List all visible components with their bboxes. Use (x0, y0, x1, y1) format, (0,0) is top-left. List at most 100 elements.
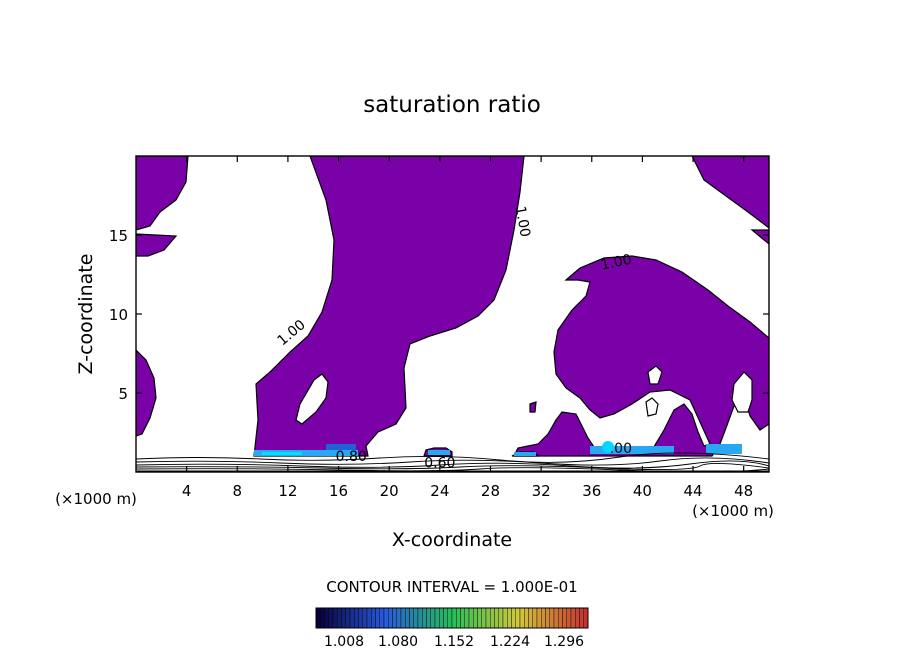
colorbar-cell (579, 607, 584, 629)
colorbar-cell (536, 607, 542, 629)
x-tick-label: 16 (329, 482, 348, 500)
x-tick-label: 28 (481, 482, 500, 500)
region-left-lower (136, 349, 157, 437)
colorbar-cell (524, 607, 529, 629)
colorbar-cell (388, 607, 393, 629)
y-tick-label: 10 (109, 306, 128, 324)
colorbar-tick-label: 1.296 (544, 634, 584, 650)
colorbar-tick-label: 1.152 (434, 634, 474, 650)
contour-label: 0.80 (336, 449, 367, 465)
x-tick-label: 32 (532, 482, 551, 500)
colorbar-cell (383, 607, 389, 629)
colorbar-cell (426, 607, 431, 629)
colorbar-frame (315, 607, 589, 629)
colorbar-cell (541, 607, 546, 629)
colorbar-cell (434, 607, 440, 629)
x-axis-title: X-coordinate (392, 529, 512, 551)
colorbar-cell (494, 607, 499, 629)
colorbar-cell (553, 607, 559, 629)
colorbar-cell (324, 607, 329, 629)
y-axis-title: Z-coordinate (75, 254, 97, 375)
region-central-column (253, 156, 525, 457)
colorbar-cell (447, 607, 453, 629)
patch-left-core (262, 452, 302, 455)
colorbar-cell (460, 607, 465, 629)
colorbar-cell (345, 607, 351, 629)
y-tick-label: 15 (109, 227, 128, 245)
colorbar-cell (562, 607, 567, 629)
y-axis: 5 10 15 (109, 227, 769, 403)
patch-far-right (706, 444, 742, 454)
hole-left-1 (295, 373, 329, 425)
x-tick-label: 12 (278, 482, 297, 500)
colorbar-cell (328, 607, 334, 629)
x-tick-label: 24 (430, 482, 449, 500)
colorbar-cell (439, 607, 444, 629)
x-tick-label: 4 (182, 482, 192, 500)
colorbar-cell (545, 607, 550, 629)
colorbar-cell (456, 607, 461, 629)
patch-right (590, 446, 674, 454)
colorbar-cell (498, 607, 504, 629)
colorbar-cell (379, 607, 385, 629)
region-blob-532 (529, 401, 537, 413)
colorbar-tick-label: 1.224 (490, 634, 530, 650)
patch-left-upper (326, 444, 356, 450)
colorbar-cell (362, 607, 368, 629)
colorbar-cell (354, 607, 359, 629)
colorbar-cell (490, 607, 495, 629)
colorbar-cell (473, 607, 478, 629)
colorbar-cell (532, 607, 538, 629)
x-tick-label: 44 (683, 482, 702, 500)
colorbar-cell (570, 607, 576, 629)
colorbar-cell (502, 607, 508, 629)
colorbar-cell (417, 607, 423, 629)
colorbar-cell (413, 607, 419, 629)
colorbar-cell (558, 607, 563, 629)
contour-label: 0.60 (424, 455, 455, 471)
colorbar-cell (371, 607, 376, 629)
x-tick-label: 48 (734, 482, 753, 500)
colorbar-cell (468, 607, 474, 629)
colorbar-tick-label: 1.008 (324, 634, 364, 650)
colorbar-cell (575, 607, 580, 629)
colorbar-cell (477, 607, 482, 629)
colorbar-cell (566, 607, 572, 629)
colorbar-cell (341, 607, 346, 629)
colorbar-cell (430, 607, 436, 629)
patch-31 (514, 452, 536, 456)
colorbar-cell (315, 607, 321, 629)
hole-right-2 (645, 397, 659, 417)
colorbar-cell (337, 607, 342, 629)
x-tick-label: 8 (233, 482, 243, 500)
colorbar-cell (528, 607, 533, 629)
colorbar-cell (481, 607, 487, 629)
x-tick-label: 40 (633, 482, 652, 500)
x-tick-label: 20 (380, 482, 399, 500)
colorbar-cell (443, 607, 448, 629)
colorbar-cell (400, 607, 406, 629)
subsaturated-holes (295, 365, 753, 425)
colorbar-cell (409, 607, 414, 629)
colorbar-cell (332, 607, 338, 629)
plot-area (136, 156, 769, 472)
patch-right-core (602, 441, 614, 453)
hole-right-3 (731, 371, 753, 413)
activation-patches (254, 441, 742, 456)
contour-label: 1.00 (599, 252, 633, 274)
colorbar-cell (485, 607, 491, 629)
colorbar: 1.008 1.080 1.152 1.224 1.296 (315, 607, 589, 650)
chart-title: saturation ratio (363, 92, 541, 118)
patch-mid (428, 450, 450, 455)
patch-left (254, 450, 358, 456)
colorbar-cell (405, 607, 410, 629)
colorbar-cell (515, 607, 521, 629)
region-top-left (136, 156, 189, 231)
colorbar-cell (451, 607, 457, 629)
colorbar-cell (349, 607, 355, 629)
colorbar-cell (464, 607, 470, 629)
contour-label: 1.00 (512, 205, 533, 238)
colorbar-cell (583, 607, 589, 629)
contour-interval-text: CONTOUR INTERVAL = 1.000E-01 (326, 578, 577, 596)
